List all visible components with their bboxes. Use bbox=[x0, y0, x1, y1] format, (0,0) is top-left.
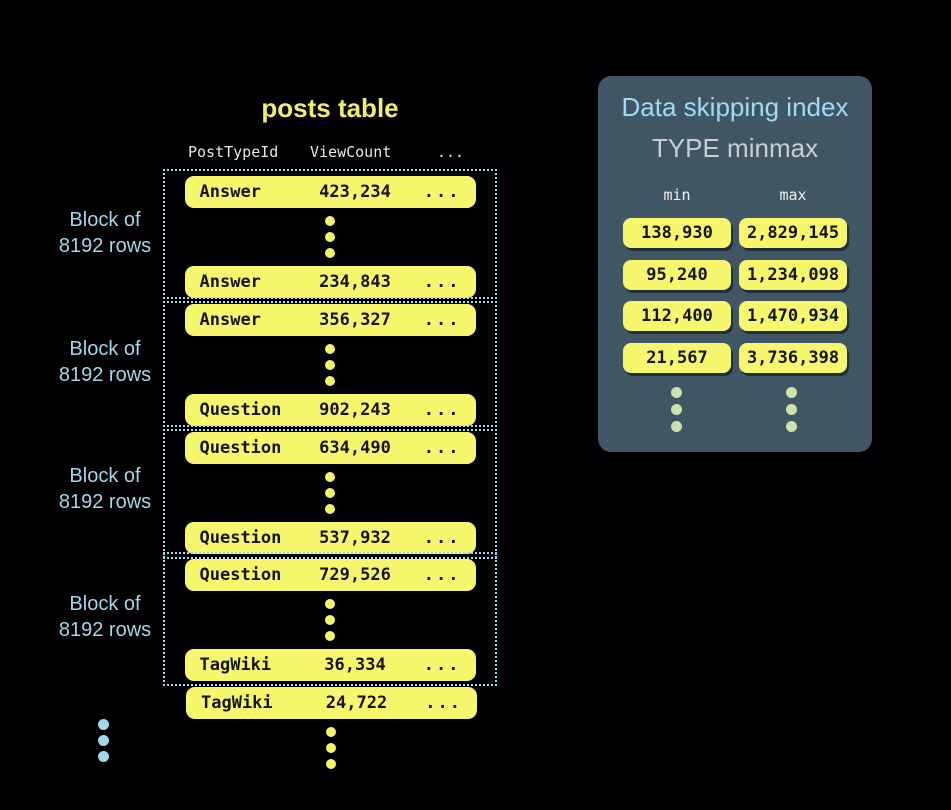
block-label-line2: 8192 rows bbox=[58, 235, 152, 257]
row-count-cell: 36,334 bbox=[324, 655, 386, 675]
min-value-pill: 95,240 bbox=[623, 260, 731, 290]
row-type-cell: TagWiki bbox=[201, 693, 273, 713]
ellipsis-dots bbox=[325, 596, 335, 644]
max-column-header: max bbox=[779, 186, 807, 204]
table-row: Answer 423,234 ... bbox=[184, 176, 476, 208]
posts-table-title: posts table bbox=[261, 93, 399, 123]
table-row: Question 634,490 ... bbox=[184, 432, 476, 464]
row-type-cell: Answer bbox=[199, 182, 261, 202]
min-value-pill: 112,400 bbox=[623, 301, 731, 331]
max-value-pill: 1,470,934 bbox=[739, 301, 847, 331]
block-label-line2: 8192 rows bbox=[58, 619, 152, 641]
block-label-line1: Block of bbox=[69, 209, 141, 231]
row-count-cell: 423,234 bbox=[319, 182, 391, 202]
block-label-line2: 8192 rows bbox=[58, 364, 152, 386]
table-row: Question 729,526 ... bbox=[184, 559, 476, 591]
column-header-posttypeid: PostTypeId bbox=[188, 143, 279, 161]
table-row: TagWiki 24,722 ... bbox=[186, 687, 477, 719]
column-header-more: ... bbox=[437, 143, 465, 161]
max-value-pill: 1,234,098 bbox=[739, 260, 847, 290]
block-label: Block of 8192 rows bbox=[20, 336, 190, 388]
row-type-cell: TagWiki bbox=[199, 655, 272, 675]
block-label: Block of 8192 rows bbox=[20, 591, 190, 643]
row-more-cell: ... bbox=[423, 272, 461, 292]
row-count-cell: 634,490 bbox=[319, 438, 391, 458]
block-of-rows: Answer 356,327 ... Question 902,243 ... bbox=[163, 297, 497, 431]
block-label-line1: Block of bbox=[69, 593, 141, 615]
column-header-viewcount: ViewCount bbox=[310, 143, 392, 161]
ellipsis-dots bbox=[326, 724, 336, 772]
row-count-cell: 24,722 bbox=[325, 693, 388, 713]
max-value-pill: 2,829,145 bbox=[739, 218, 847, 248]
row-count-cell: 537,932 bbox=[319, 528, 391, 548]
block-label-line1: Block of bbox=[69, 465, 141, 487]
row-type-cell: Question bbox=[199, 528, 282, 548]
row-type-cell: Question bbox=[199, 400, 282, 420]
row-more-cell: ... bbox=[423, 400, 461, 420]
row-more-cell: ... bbox=[425, 693, 462, 713]
index-panel-subtitle: TYPE minmax bbox=[651, 133, 819, 163]
block-label: Block of 8192 rows bbox=[20, 463, 190, 515]
table-row: Answer 234,843 ... bbox=[184, 266, 476, 298]
ellipsis-dots bbox=[325, 213, 335, 261]
block-label-line1: Block of bbox=[69, 338, 141, 360]
row-count-cell: 729,526 bbox=[319, 565, 391, 585]
table-row: Answer 356,327 ... bbox=[184, 304, 476, 336]
block-of-rows: Question 729,526 ... TagWiki 36,334 ... bbox=[163, 552, 497, 686]
block-of-rows: Question 634,490 ... Question 537,932 ..… bbox=[163, 425, 497, 559]
row-count-cell: 234,843 bbox=[319, 272, 391, 292]
block-of-rows: Answer 423,234 ... Answer 234,843 ... bbox=[163, 169, 497, 303]
row-count-cell: 356,327 bbox=[319, 310, 391, 330]
row-more-cell: ... bbox=[423, 182, 461, 202]
table-row: Question 902,243 ... bbox=[184, 394, 476, 426]
row-more-cell: ... bbox=[423, 655, 461, 675]
ellipsis-dots bbox=[98, 716, 109, 764]
max-value-pill: 3,736,398 bbox=[739, 343, 847, 373]
min-column-header: min bbox=[663, 186, 691, 204]
row-more-cell: ... bbox=[423, 565, 461, 585]
block-label: Block of 8192 rows bbox=[20, 207, 190, 259]
row-more-cell: ... bbox=[423, 310, 461, 330]
ellipsis-dots bbox=[325, 341, 335, 389]
block-label-line2: 8192 rows bbox=[58, 491, 152, 513]
index-panel-title: Data skipping index bbox=[621, 92, 849, 122]
row-more-cell: ... bbox=[423, 438, 461, 458]
ellipsis-dots bbox=[325, 469, 335, 517]
row-type-cell: Question bbox=[199, 565, 282, 585]
ellipsis-dots bbox=[671, 384, 682, 435]
row-type-cell: Question bbox=[199, 438, 282, 458]
min-value-pill: 21,567 bbox=[623, 343, 731, 373]
table-row: Question 537,932 ... bbox=[184, 522, 476, 554]
row-type-cell: Answer bbox=[199, 272, 261, 292]
min-value-pill: 138,930 bbox=[623, 218, 731, 248]
row-more-cell: ... bbox=[423, 528, 461, 548]
row-type-cell: Answer bbox=[199, 310, 261, 330]
row-count-cell: 902,243 bbox=[319, 400, 391, 420]
index-panel: Data skipping index TYPE minmax min max … bbox=[598, 76, 872, 452]
table-row: TagWiki 36,334 ... bbox=[184, 649, 476, 681]
ellipsis-dots bbox=[786, 384, 797, 435]
